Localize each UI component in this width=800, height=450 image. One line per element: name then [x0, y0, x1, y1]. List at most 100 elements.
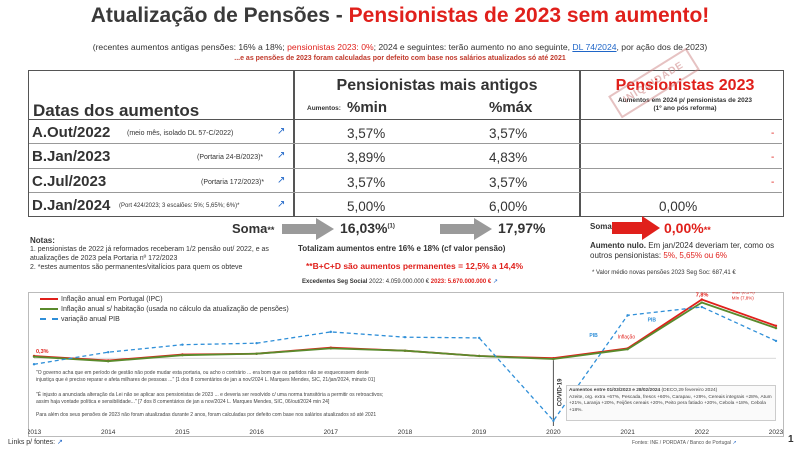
header-pens-sub1: Aumentos em 2024 p/ pensionistas de 2023	[617, 97, 753, 104]
row-pens-c: -	[771, 177, 775, 188]
legend-ipc-label: Inflação anual em Portugal (IPC)	[61, 296, 163, 303]
page-title: Atualização de Pensões - Pensionistas de…	[0, 4, 800, 28]
arrow-icon	[440, 218, 492, 240]
quote-1: "O governo acha que em período de gestão…	[36, 370, 375, 384]
row-min-b: 3,89%	[347, 150, 386, 165]
data-point-1-3	[255, 352, 258, 355]
subtitle-text-a: (recentes aumentos antigas pensões: 16% …	[92, 42, 288, 52]
footer-links-text[interactable]: Links p/ fontes:	[8, 439, 56, 446]
header-pens-sub2: (1º ano pós reforma)	[653, 105, 717, 112]
link-icon[interactable]: ↗	[57, 439, 63, 446]
year-tick-2017: 2017	[324, 429, 339, 436]
row-min-a: 3,57%	[347, 126, 386, 141]
quote-3: Para além dos seus pensões de 2023 não f…	[36, 412, 377, 418]
data-point-2-10	[774, 339, 778, 343]
link-icon[interactable]: ↗	[277, 126, 286, 137]
header-old-pensioners: Pensionistas mais antigos	[336, 77, 538, 94]
exc-2022: 2022: 4.059.000.000 €	[369, 279, 430, 285]
link-icon[interactable]: ↗	[277, 199, 286, 210]
red-arrow-icon	[612, 216, 660, 240]
aumentos-body: Azeite, org. extra +67%, Pescada, frescs…	[569, 394, 772, 413]
quote-1-line1: "O governo acha que em período de gestão…	[36, 370, 369, 376]
footer-links[interactable]: Links p/ fontes: ↗	[8, 438, 63, 446]
soma-pens-mark: **	[703, 225, 711, 235]
data-point-0-10	[774, 324, 778, 328]
aumentos-src: (DECO,29 fevereiro 2024)	[661, 388, 718, 393]
note-1: 1. pensionistas de 2022 já reformados re…	[30, 246, 269, 262]
aumento-nulo-rest: Em jan/2024 deveriam ter, como os outros…	[590, 241, 775, 260]
data-point-1-5	[403, 349, 407, 352]
notes: Notas: 1. pensionistas de 2022 já reform…	[30, 236, 298, 272]
soma-mark: **	[267, 225, 275, 235]
exc-label: Excedentes Seg Social	[302, 279, 368, 285]
year-tick-2014: 2014	[101, 429, 116, 436]
data-point-1-9	[700, 301, 703, 304]
valor-medio: * Valor médio novas pensões 2023 Seg Soc…	[592, 270, 736, 276]
aumento-nulo-values: 5%, 5,65% ou 6%	[663, 251, 727, 260]
quote-1-line2: injustiça que é preciso reparar e afeta …	[36, 377, 375, 383]
row-min-c: 3,57%	[347, 175, 386, 190]
subtitle-text-b: pensionistas 2023: 0%	[287, 42, 374, 52]
link-icon[interactable]: ↗	[277, 175, 286, 186]
row-note-b: (Portaria 24-B/2023)*	[197, 154, 264, 161]
header-aumentos: Aumentos:	[307, 105, 341, 112]
data-point-2-0	[32, 363, 36, 366]
row-pens-b: -	[771, 152, 775, 163]
excedentes: Excedentes Seg Social 2022: 4.059.000.00…	[302, 278, 498, 285]
soma-min-value: 16,03%	[340, 220, 388, 236]
link-icon[interactable]: ↗	[492, 279, 498, 285]
aumento-nulo-note: Aumento nulo. Em jan/2024 deveriam ter, …	[590, 241, 784, 261]
row-label-a: A.Out/2022	[32, 124, 111, 141]
subtitle-note: ...e as pensões de 2023 foram calculadas…	[234, 55, 566, 62]
label-max: Máx (8,1%)	[732, 292, 756, 295]
exc-2023: 2023: 5.670.000.000 €	[430, 279, 492, 285]
arrow-icon	[282, 218, 334, 240]
label-pib: PIB	[648, 317, 657, 323]
note-2: 2. *estes aumentos são permanentes/vital…	[30, 264, 243, 271]
subtitle-text-e: , por ação dos de 2023)	[616, 42, 708, 52]
data-point-2-9	[700, 305, 703, 309]
soma-max: 17,97%	[498, 220, 546, 236]
aumentos-title: Aumentos entre 01/03/2023 e 28/02/2024	[569, 388, 661, 393]
row-note-c: (Portaria 172/2023)*	[201, 179, 265, 186]
data-point-2-5	[403, 335, 407, 339]
soma-label-text: Soma	[232, 221, 268, 236]
quote-2: "É injusto a anunciada alteração da Lei …	[36, 392, 383, 406]
header-min: %min	[347, 99, 388, 116]
data-point-0-9	[700, 298, 703, 301]
aumento-nulo-bold: Aumento nulo.	[590, 241, 646, 250]
data-point-1-7	[552, 357, 555, 361]
data-point-2-2	[181, 343, 184, 346]
subtitle-text-c: ; 2024 e seguintes: terão aumento no ano…	[373, 42, 573, 52]
data-point-2-4	[329, 330, 332, 334]
notes-title: Notas:	[30, 236, 55, 245]
quote-2-line1: "É injusto a anunciada alteração da Lei …	[36, 392, 384, 398]
year-tick-2015: 2015	[175, 429, 190, 436]
label-inflacao: Inflação	[618, 334, 636, 340]
title-part2: Pensionistas de 2023 sem aumento!	[348, 4, 710, 27]
dl-link[interactable]: DL 74/2024	[572, 42, 617, 52]
row-label-d: D.Jan/2024	[32, 197, 111, 214]
link-icon[interactable]: ↗	[277, 150, 286, 161]
soma-pens: 0,00%**	[664, 220, 711, 236]
link-icon[interactable]: ↗	[732, 440, 737, 446]
label-2013: 0,3%	[36, 349, 49, 355]
footer-source-text: Fontes: INE / PORDATA / Banco de Portuga…	[632, 440, 732, 446]
row-note-a: (meio mês, isolado DL 57-C/2022)	[127, 130, 234, 137]
title-part1: Atualização de Pensões -	[90, 4, 349, 27]
header-dates: Datas dos aumentos	[33, 101, 200, 120]
page-number: 1	[788, 434, 794, 445]
row-max-d: 6,00%	[489, 199, 528, 214]
soma-min-sup: (1)	[387, 223, 395, 230]
row-pens-d: 0,00%	[659, 199, 698, 214]
data-point-1-0	[32, 355, 36, 358]
year-tick-2013: 2013	[28, 429, 42, 436]
data-point-1-4	[329, 347, 332, 350]
row-label-b: B.Jan/2023	[32, 148, 111, 165]
subtitle: (recentes aumentos antigas pensões: 16% …	[0, 42, 800, 52]
header-pensioners-2023: Pensionistas 2023	[615, 77, 755, 94]
totals-line1: Totalizam aumentos entre 16% e 18% (cf v…	[298, 244, 506, 253]
soma-min: 16,03%(1)	[340, 220, 395, 236]
year-tick-2021: 2021	[620, 429, 635, 436]
soma-pens-label: Soma	[590, 222, 612, 231]
